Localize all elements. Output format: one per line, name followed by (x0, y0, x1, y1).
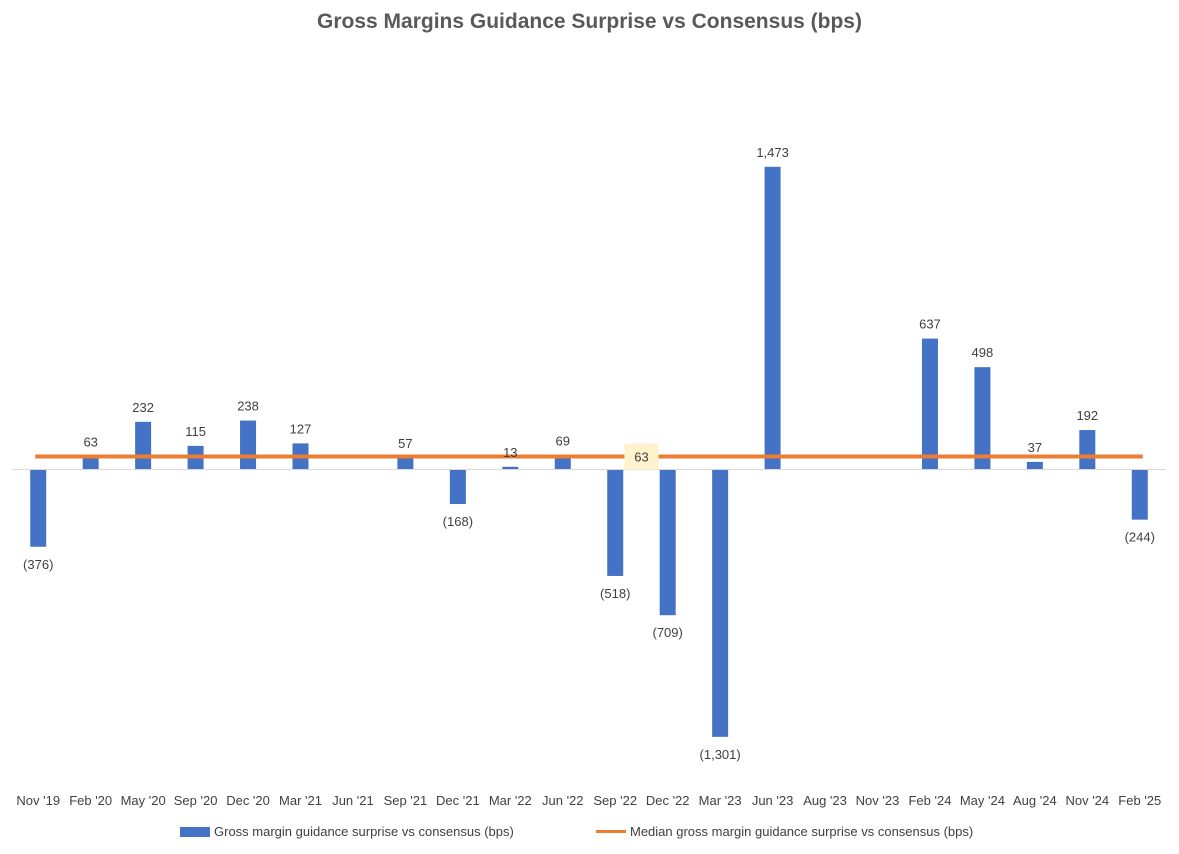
bar (921, 338, 938, 470)
x-tick-label: May '20 (121, 793, 166, 808)
bar-data-label: 232 (132, 400, 154, 415)
bar-data-label: 192 (1076, 408, 1098, 423)
x-tick-label: Aug '23 (803, 793, 847, 808)
x-tick-label: Feb '25 (1118, 793, 1161, 808)
labels-layer: (376) 63 232 115 238 127 57 (168) 13 69 (518) (709)… (23, 145, 1155, 762)
bar-data-label: 637 (919, 317, 941, 332)
bar (135, 421, 152, 470)
x-tick-label: Jun '23 (752, 793, 794, 808)
bar-data-label: 13 (503, 445, 517, 460)
bar-data-label: (709) (653, 625, 683, 640)
median-label-box (624, 443, 659, 470)
bar-data-label: (1,301) (700, 747, 741, 762)
bar-data-label: 69 (556, 433, 570, 448)
x-tick-label: May '24 (960, 793, 1005, 808)
bar (502, 466, 519, 470)
x-tick-label: Nov '23 (856, 793, 900, 808)
legend-item-bars: Gross margin guidance surprise vs consen… (180, 824, 514, 839)
chart-title: Gross Margins Guidance Surprise vs Conse… (317, 10, 862, 33)
legend: Gross margin guidance surprise vs consen… (0, 824, 1179, 844)
x-tick-label: Dec '20 (226, 793, 270, 808)
bar-data-label: 63 (83, 435, 97, 450)
legend-label-median: Median gross margin guidance surprise vs… (630, 824, 974, 839)
bar-data-label: 37 (1028, 440, 1042, 455)
x-tick-label: Sep '20 (174, 793, 218, 808)
bar (1026, 461, 1043, 470)
x-tick-label: Jun '22 (542, 793, 584, 808)
bar (30, 469, 47, 547)
bar (659, 469, 676, 616)
legend-item-median: Median gross margin guidance surprise vs… (596, 824, 973, 839)
bar-data-label: (376) (23, 557, 53, 572)
bar (554, 455, 571, 470)
bar (1079, 430, 1096, 470)
x-tick-label: Dec '22 (646, 793, 690, 808)
bar-data-label: (518) (600, 586, 630, 601)
median-data-label: 63 (634, 450, 648, 465)
bar (607, 469, 624, 576)
bar-data-label: 127 (290, 421, 312, 436)
bar (397, 457, 414, 470)
bar-data-label: 115 (185, 424, 206, 439)
bar (764, 166, 781, 470)
legend-swatch-line (596, 830, 626, 833)
bar (240, 420, 257, 470)
x-tick-label: Sep '21 (384, 793, 428, 808)
x-tick-label: Mar '23 (699, 793, 742, 808)
bar-data-label: 498 (972, 345, 994, 360)
bar-data-label: 238 (237, 399, 259, 414)
bar (712, 469, 729, 737)
bar-data-label: 57 (398, 436, 412, 451)
x-tick-label: Jun '21 (332, 793, 374, 808)
bar (82, 456, 99, 470)
bar-data-label: 1,473 (756, 145, 789, 160)
bars-layer (30, 166, 1148, 737)
x-tick-label: Nov '19 (16, 793, 60, 808)
x-tick-label: Nov '24 (1065, 793, 1109, 808)
x-axis-ticks: Nov '19 Feb '20 May '20 Sep '20 Dec '20 Mar '… (16, 793, 1161, 808)
x-tick-label: Mar '21 (279, 793, 322, 808)
x-tick-label: Feb '24 (908, 793, 951, 808)
x-tick-label: Aug '24 (1013, 793, 1057, 808)
legend-label-bars: Gross margin guidance surprise vs consen… (214, 824, 514, 839)
legend-swatch-bar (180, 826, 210, 837)
bar (1131, 469, 1148, 520)
bar (449, 469, 466, 505)
bar-data-label: (244) (1125, 530, 1155, 545)
x-tick-label: Feb '20 (69, 793, 112, 808)
x-tick-label: Dec '21 (436, 793, 480, 808)
x-tick-label: Sep '22 (593, 793, 637, 808)
x-tick-label: Mar '22 (489, 793, 532, 808)
bar (974, 367, 991, 470)
bar-data-label: (168) (443, 514, 473, 529)
